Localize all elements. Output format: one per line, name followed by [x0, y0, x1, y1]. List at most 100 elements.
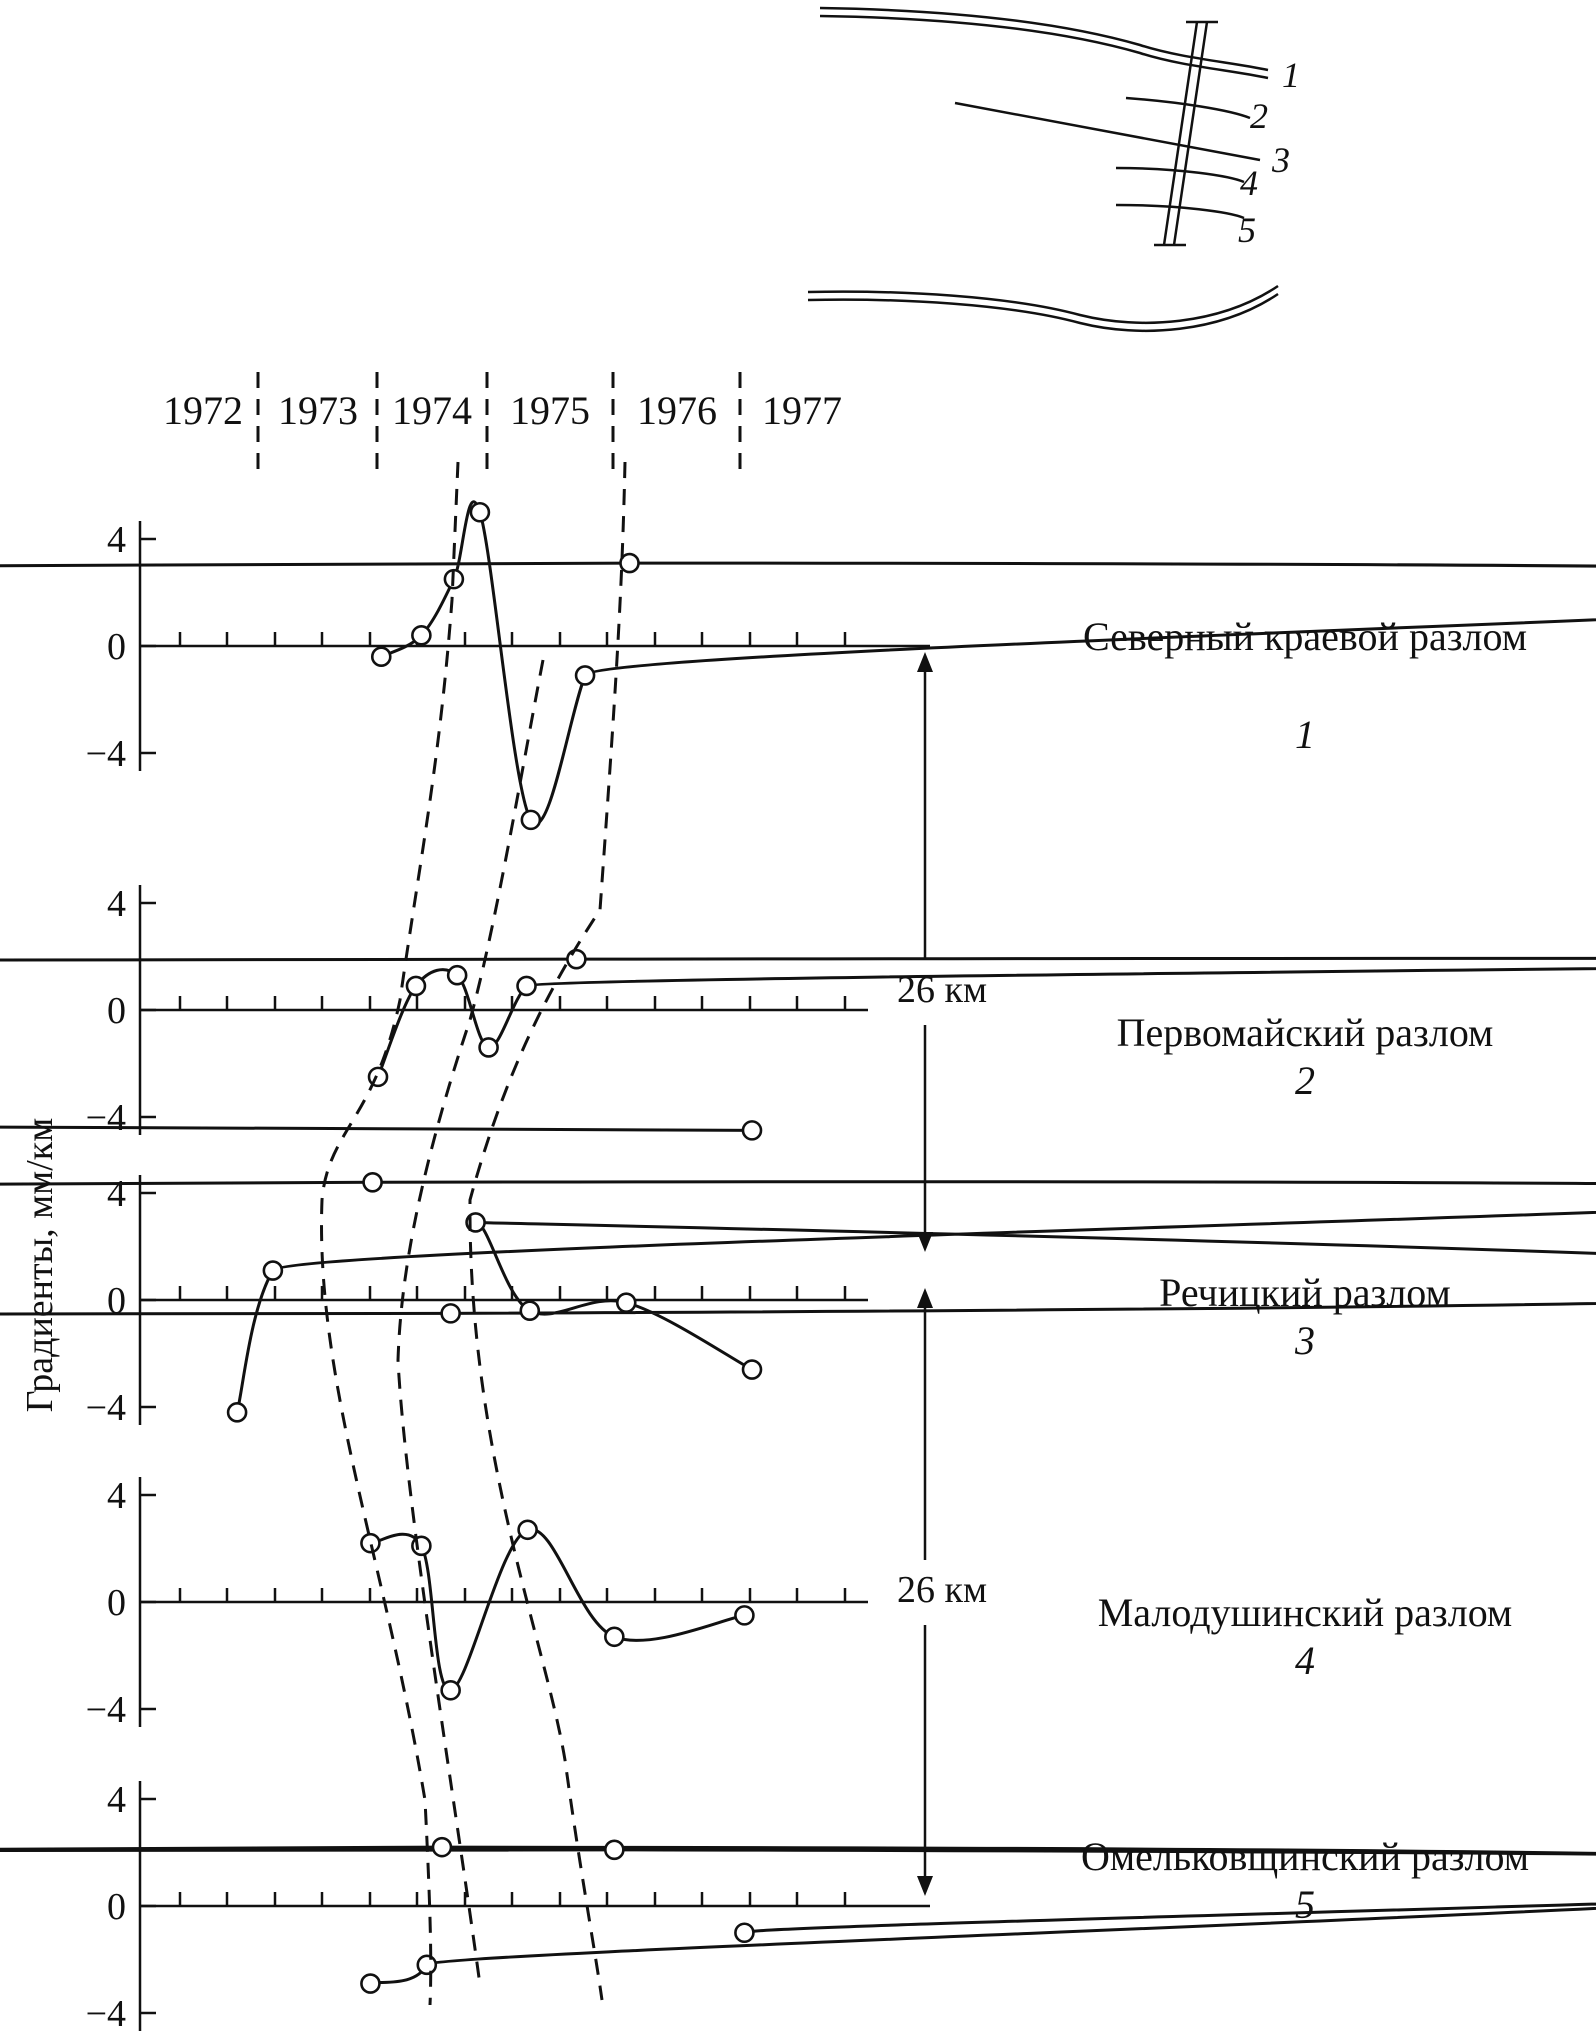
inset-river-lower-b: [807, 292, 1279, 333]
y-tick-label: 4: [107, 1173, 126, 1215]
correlation-lines: [320, 461, 627, 2006]
series-line-1: [0, 500, 1596, 825]
year-label-1975: 1975: [510, 388, 590, 433]
data-point: [517, 1519, 538, 1541]
data-point: [741, 1120, 763, 1141]
year-header: 1972 1973 1974 1975 1976 1977: [163, 372, 842, 478]
fault-labels: Северный краевой разлом 1 Первомайский р…: [1081, 614, 1529, 1927]
data-point: [405, 975, 427, 997]
data-point: [615, 1292, 637, 1313]
y-tick-label: −4: [86, 1387, 126, 1429]
data-point: [440, 1303, 461, 1324]
fault-number-4: 4: [1295, 1638, 1315, 1683]
inset-river-upper-b: [819, 14, 1269, 80]
data-point: [516, 975, 537, 997]
fault-name-2: Первомайский разлом: [1117, 1010, 1494, 1055]
data-point: [604, 1626, 625, 1648]
arrowhead-up: [917, 652, 933, 672]
series-line-3: [0, 1180, 1596, 1413]
data-point: [741, 1359, 763, 1380]
y-tick-label: 4: [107, 1779, 126, 1821]
fault-name-1: Северный краевой разлом: [1083, 614, 1527, 659]
arrowhead-up: [917, 1288, 933, 1308]
year-label-1976: 1976: [637, 388, 717, 433]
y-tick-label: 4: [107, 1475, 126, 1517]
year-label-1973: 1973: [278, 388, 358, 433]
y-tick-label: 0: [107, 626, 126, 668]
data-point: [604, 1839, 625, 1861]
distance-label-lower: 26 км: [897, 1569, 987, 1611]
data-point: [734, 1605, 755, 1626]
inset-river-lower-a: [807, 284, 1279, 325]
inset-profile-line-a: [1162, 21, 1199, 246]
fault-name-3: Речицкий разлом: [1159, 1270, 1451, 1315]
inset-fault-line-3: [954, 101, 1261, 162]
data-point: [431, 1836, 453, 1858]
data-point: [519, 1300, 541, 1321]
data-point: [262, 1260, 284, 1281]
distance-markers: 26 км 26 км: [897, 652, 987, 1896]
y-axis-label: Градиенты, мм/км: [19, 1118, 61, 1413]
y-tick-label: −4: [86, 733, 126, 775]
fault-number-5: 5: [1295, 1882, 1315, 1927]
distance-label-upper: 26 км: [897, 969, 987, 1011]
correlation-line-b: [396, 659, 545, 1986]
y-tick-label: 0: [107, 990, 126, 1032]
inset-river-upper-a: [819, 6, 1269, 72]
y-tick-label: −4: [86, 1993, 126, 2035]
y-tick-label: 0: [107, 1582, 126, 1624]
year-label-1972: 1972: [163, 388, 243, 433]
data-point: [734, 1922, 755, 1944]
data-point: [360, 1532, 381, 1554]
arrowhead-down: [917, 1232, 933, 1252]
data-point: [574, 665, 596, 686]
fault-number-2: 2: [1295, 1058, 1315, 1103]
data-point: [619, 552, 640, 574]
inset-label-4: 4: [1240, 163, 1258, 203]
fault-name-5: Омельковщинский разлом: [1081, 1834, 1529, 1879]
data-point: [411, 624, 432, 646]
inset-map: 1 2 3 4 5: [807, 6, 1300, 333]
data-point: [520, 809, 542, 831]
y-tick-label: −4: [86, 1097, 126, 1139]
fault-number-3: 3: [1294, 1318, 1315, 1363]
data-point: [469, 501, 491, 523]
data-point: [446, 964, 468, 986]
fault-name-4: Малодушинский разлом: [1098, 1590, 1513, 1635]
arrowhead-down: [917, 1876, 933, 1896]
year-label-1977: 1977: [762, 388, 842, 433]
correlation-line-a: [320, 461, 460, 2006]
data-point: [360, 1973, 381, 1994]
data-point: [478, 1037, 499, 1058]
data-point: [566, 948, 587, 970]
y-tick-label: 0: [107, 1280, 126, 1322]
data-point: [226, 1402, 248, 1423]
inset-label-2: 2: [1250, 96, 1268, 136]
panel-1: 4 0 −4: [0, 500, 1596, 831]
inset-fault-line-4: [1115, 166, 1245, 184]
series-line-2: [0, 956, 1596, 1132]
data-point: [440, 1679, 461, 1701]
y-tick-label: 4: [107, 519, 126, 561]
inset-label-3: 3: [1271, 140, 1290, 180]
panel-5: 4 0 −4: [0, 1779, 1596, 2035]
y-tick-label: 4: [107, 883, 126, 925]
panel-2: 4 0 −4: [0, 883, 1596, 1141]
data-point: [416, 1954, 438, 1976]
inset-label-5: 5: [1238, 210, 1256, 250]
data-point: [362, 1172, 383, 1193]
panel-3: 4 0 −4: [0, 1172, 1596, 1429]
data-point: [370, 646, 392, 668]
y-tick-label: 0: [107, 1886, 126, 1928]
panels: 4 0 −4 4 0 −4 4 0 −4 4 0 −4 4 0 −4: [0, 500, 1596, 2035]
panel-4: 4 0 −4: [86, 1475, 868, 1731]
series-line-5: [0, 1845, 1596, 1986]
y-tick-label: −4: [86, 1689, 126, 1731]
year-label-1974: 1974: [392, 388, 472, 433]
inset-fault-line-2: [1125, 96, 1251, 120]
fault-number-1: 1: [1295, 712, 1315, 757]
inset-profile-line-b: [1172, 21, 1209, 246]
inset-fault-line-5: [1115, 203, 1245, 220]
correlation-line-c: [468, 461, 627, 2001]
